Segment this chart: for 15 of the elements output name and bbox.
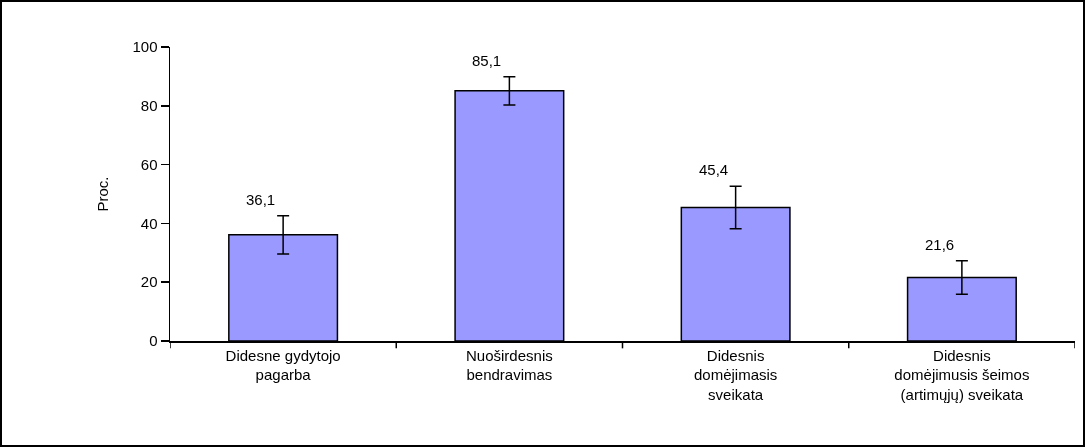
data-label: 36,1 (246, 191, 276, 208)
y-tick-label: 80 (140, 97, 158, 115)
x-tick-label: Didesnis domėjimusis šeimos (artimųjų) sveikata (894, 346, 1030, 403)
x-tick-label: Nuoširdesnis bendravimas (466, 346, 553, 383)
x-tick-label: Didesnis domėjimasis sveikata (693, 346, 778, 403)
x-tick-label: Didesne gydytojo pagarba (225, 346, 341, 383)
y-tick-label: 60 (140, 155, 158, 173)
data-label: 45,4 (699, 161, 729, 178)
y-tick-label: 0 (149, 332, 158, 350)
y-axis-title: Proc. (93, 176, 111, 212)
y-tick-label: 40 (140, 214, 158, 232)
y-tick-label: 20 (140, 273, 158, 291)
data-label: 21,6 (925, 236, 955, 253)
y-tick-label: 100 (132, 38, 158, 56)
data-label: 85,1 (472, 52, 502, 69)
